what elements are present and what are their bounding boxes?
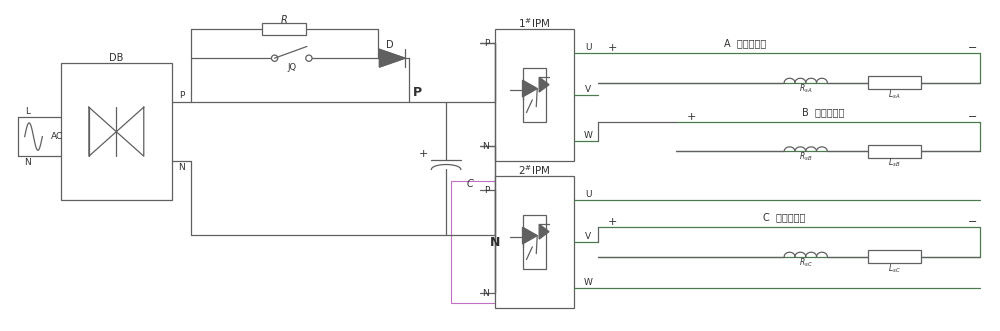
Bar [868, 250, 921, 263]
Text: U: U [585, 43, 591, 52]
Text: $R_{sB}$: $R_{sB}$ [799, 151, 812, 164]
Text: W: W [584, 131, 593, 140]
Text: V: V [585, 232, 591, 241]
Text: +: + [608, 217, 617, 227]
Bar [451, 181, 495, 303]
Bar [868, 145, 921, 158]
Text: +: + [686, 112, 696, 122]
Bar [523, 68, 546, 122]
Polygon shape [539, 224, 549, 239]
Text: AC: AC [51, 132, 63, 141]
Text: C  相机构线圈: C 相机构线圈 [763, 213, 805, 222]
Polygon shape [523, 227, 537, 244]
Bar [495, 176, 574, 308]
Text: P: P [413, 86, 422, 99]
Text: A  相机构线圈: A 相机构线圈 [724, 38, 766, 48]
Text: −: − [968, 217, 977, 227]
Text: P: P [179, 91, 184, 100]
Text: P: P [484, 186, 489, 195]
Bar [262, 23, 306, 35]
Text: N: N [178, 164, 185, 172]
Polygon shape [523, 80, 537, 97]
Text: $L_{sB}$: $L_{sB}$ [888, 157, 901, 169]
Text: P: P [484, 39, 489, 48]
Text: N: N [490, 236, 500, 249]
Text: W: W [584, 278, 593, 287]
Text: JQ: JQ [287, 63, 296, 71]
Bar [868, 76, 921, 89]
Text: −: − [968, 112, 977, 122]
Text: DB: DB [109, 53, 124, 63]
Bar [61, 63, 172, 200]
Text: +: + [419, 149, 428, 159]
Text: $L_{sC}$: $L_{sC}$ [888, 262, 901, 275]
Text: B  相机构线圈: B 相机构线圈 [802, 107, 845, 117]
Polygon shape [539, 77, 549, 92]
Text: L: L [25, 107, 30, 116]
Text: $R_{sC}$: $R_{sC}$ [799, 256, 813, 269]
Bar [523, 214, 546, 269]
Text: $C$: $C$ [466, 177, 474, 189]
Text: $R_{sA}$: $R_{sA}$ [799, 82, 812, 95]
Bar [495, 29, 574, 161]
Text: +: + [608, 43, 617, 53]
Text: N: N [482, 289, 489, 298]
Text: D: D [386, 40, 394, 50]
Text: N: N [24, 158, 31, 166]
Text: V: V [585, 84, 591, 94]
Polygon shape [379, 49, 405, 67]
Text: −: − [968, 43, 977, 53]
Text: $L_{sA}$: $L_{sA}$ [888, 88, 901, 101]
Text: U: U [585, 190, 591, 199]
Text: N: N [482, 142, 489, 151]
Text: $1^{\#}$IPM: $1^{\#}$IPM [518, 16, 550, 30]
Text: $2^{\#}$IPM: $2^{\#}$IPM [518, 163, 550, 177]
Text: $R$: $R$ [280, 13, 288, 25]
